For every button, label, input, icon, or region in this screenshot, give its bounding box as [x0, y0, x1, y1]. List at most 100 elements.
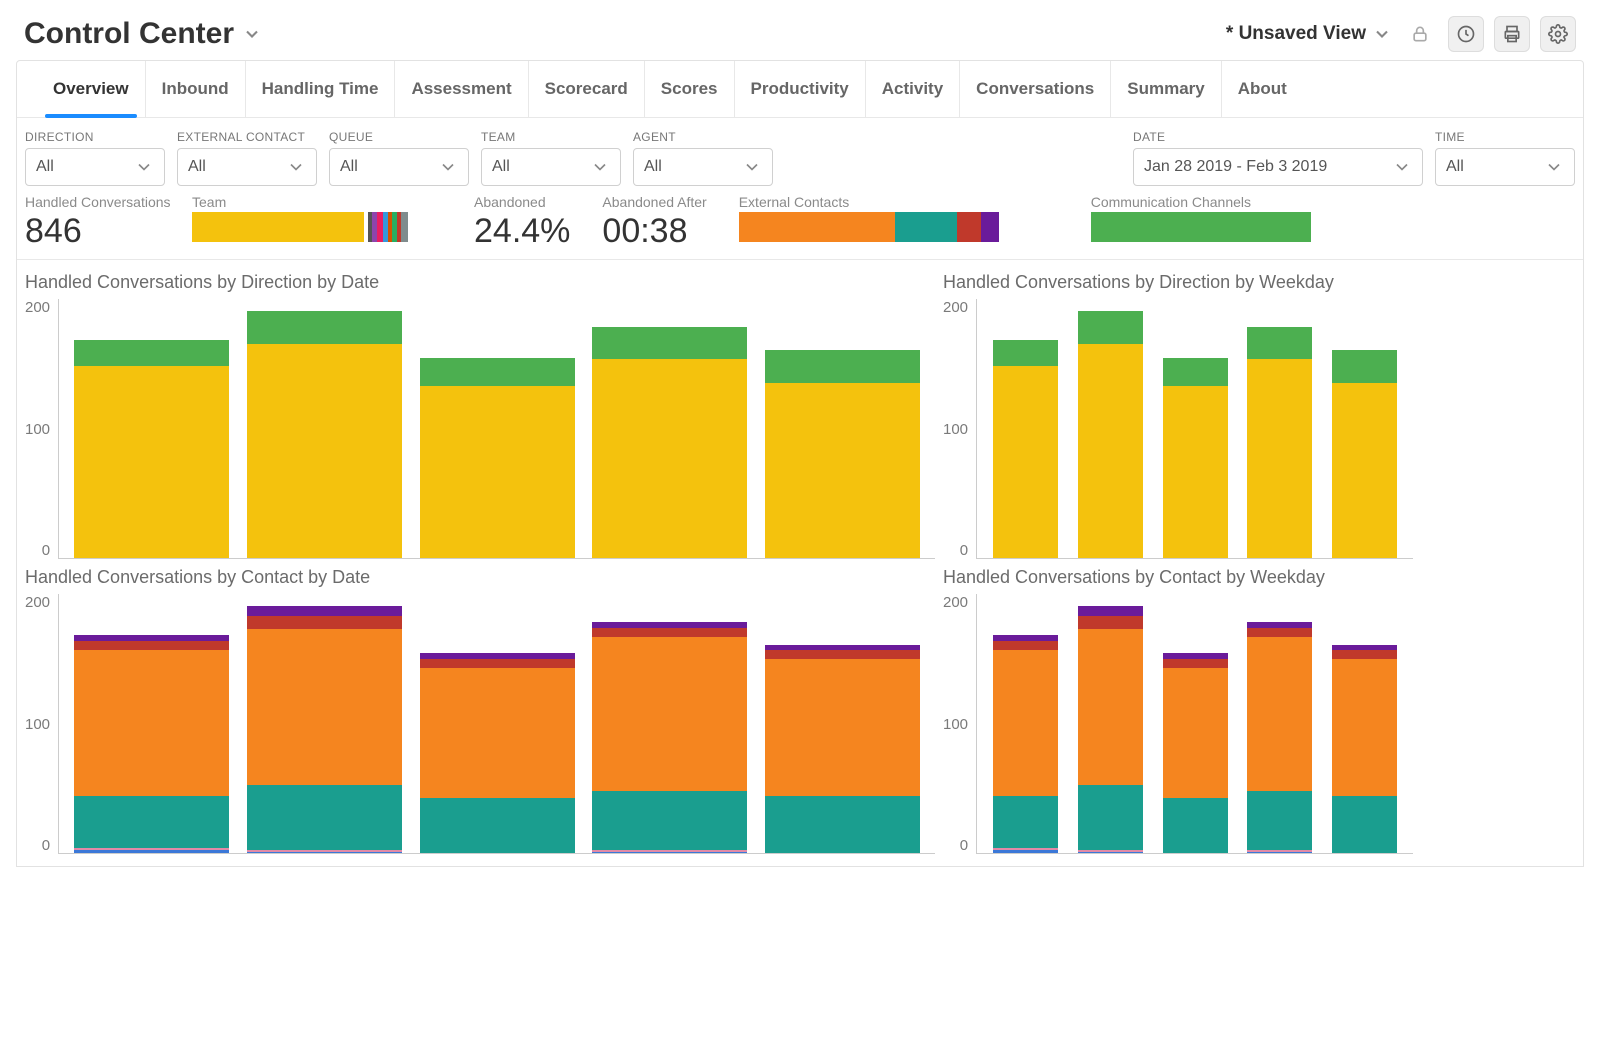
bar: [1247, 622, 1312, 853]
segment: [895, 212, 957, 242]
tab-assessment[interactable]: Assessment: [395, 61, 528, 117]
page-title: Control Center: [24, 17, 234, 51]
bar-segment: [993, 366, 1058, 558]
segment: [377, 212, 384, 242]
chevron-down-icon: [438, 157, 458, 177]
chevron-down-icon: [242, 24, 262, 44]
tab-inbound[interactable]: Inbound: [146, 61, 246, 117]
bar-segment: [420, 358, 575, 387]
tab-about[interactable]: About: [1222, 61, 1303, 117]
chart-direction-date: Handled Conversations by Direction by Da…: [25, 272, 935, 559]
filter-label-queue: QUEUE: [329, 130, 469, 144]
tab-scorecard[interactable]: Scorecard: [529, 61, 645, 117]
page-title-dropdown[interactable]: Control Center: [24, 17, 262, 51]
bar-segment: [1078, 629, 1143, 785]
kpi-external-contacts-label: External Contacts: [739, 194, 999, 210]
filter-time[interactable]: All: [1435, 148, 1575, 186]
filter-agent[interactable]: All: [633, 148, 773, 186]
bar-segment: [247, 852, 402, 853]
bar: [420, 358, 575, 558]
bar-segment: [1078, 785, 1143, 850]
bar-segment: [592, 852, 747, 853]
bar-segment: [1078, 311, 1143, 344]
tab-productivity[interactable]: Productivity: [735, 61, 866, 117]
tab-overview[interactable]: Overview: [37, 61, 146, 117]
chevron-down-icon: [1392, 157, 1412, 177]
kpi-channels-label: Communication Channels: [1091, 194, 1311, 210]
bar-segment: [1247, 327, 1312, 360]
bar-segment: [765, 796, 920, 853]
kpi-handled-label: Handled Conversations: [25, 194, 180, 210]
tabs: OverviewInboundHandling TimeAssessmentSc…: [17, 61, 1583, 118]
plot: [58, 594, 935, 854]
bar-segment: [1247, 791, 1312, 851]
filter-external-contact[interactable]: All: [177, 148, 317, 186]
tab-conversations[interactable]: Conversations: [960, 61, 1111, 117]
y-tick: 100: [943, 716, 968, 733]
y-tick: 200: [943, 594, 968, 611]
chevron-down-icon: [134, 157, 154, 177]
print-button[interactable]: [1494, 16, 1530, 52]
bar: [1078, 311, 1143, 558]
tab-summary[interactable]: Summary: [1111, 61, 1221, 117]
settings-button[interactable]: [1540, 16, 1576, 52]
filter-date[interactable]: Jan 28 2019 - Feb 3 2019: [1133, 148, 1423, 186]
bar-segment: [1078, 852, 1143, 853]
filter-queue[interactable]: All: [329, 148, 469, 186]
chart-title: Handled Conversations by Direction by Da…: [25, 272, 935, 293]
filter-label-date: DATE: [1133, 130, 1423, 144]
kpi-abandoned-after-label: Abandoned After: [602, 194, 706, 210]
chevron-down-icon: [1372, 24, 1392, 44]
bar: [765, 350, 920, 558]
bar: [765, 645, 920, 853]
bar-segment: [247, 344, 402, 559]
filters-row: DIRECTION All EXTERNAL CONTACT All QUEUE…: [17, 118, 1583, 190]
tab-activity[interactable]: Activity: [866, 61, 960, 117]
bar: [420, 653, 575, 853]
segment: [1091, 212, 1311, 242]
view-switcher[interactable]: * Unsaved View: [1226, 23, 1392, 45]
bar-segment: [765, 650, 920, 659]
bar: [592, 327, 747, 558]
chevron-down-icon: [590, 157, 610, 177]
segment: [739, 212, 895, 242]
bar-segment: [1078, 616, 1143, 629]
bar: [74, 340, 229, 558]
bar: [592, 622, 747, 853]
y-tick: 200: [943, 299, 968, 316]
tab-scores[interactable]: Scores: [645, 61, 735, 117]
bar-segment: [1332, 796, 1397, 853]
bars: [977, 594, 1413, 853]
plot: [976, 594, 1413, 854]
bar-segment: [1163, 386, 1228, 558]
bar: [247, 606, 402, 853]
printer-icon: [1502, 24, 1522, 44]
clock-icon: [1456, 24, 1476, 44]
filter-team[interactable]: All: [481, 148, 621, 186]
plot: [58, 299, 935, 559]
bar-segment: [592, 637, 747, 790]
y-axis: 2001000: [25, 594, 58, 854]
gear-icon: [1548, 24, 1568, 44]
lock-button[interactable]: [1402, 16, 1438, 52]
bar-segment: [592, 359, 747, 558]
kpi-abandoned-label: Abandoned: [474, 194, 570, 210]
bar-segment: [1163, 798, 1228, 853]
bar-segment: [1247, 359, 1312, 558]
segment: [192, 212, 364, 242]
filter-direction[interactable]: All: [25, 148, 165, 186]
tab-handling-time[interactable]: Handling Time: [246, 61, 396, 117]
bar-segment: [1078, 606, 1143, 616]
bar-segment: [247, 616, 402, 629]
view-label: * Unsaved View: [1226, 23, 1366, 45]
history-button[interactable]: [1448, 16, 1484, 52]
filter-label-direction: DIRECTION: [25, 130, 165, 144]
charts-grid: Handled Conversations by Direction by Da…: [17, 260, 1583, 866]
bar-segment: [592, 791, 747, 851]
kpi-abandoned-after-value: 00:38: [602, 212, 706, 251]
bar-segment: [765, 383, 920, 559]
bar-segment: [247, 785, 402, 850]
bar-segment: [765, 350, 920, 383]
bar-segment: [1332, 650, 1397, 659]
bar: [993, 340, 1058, 558]
